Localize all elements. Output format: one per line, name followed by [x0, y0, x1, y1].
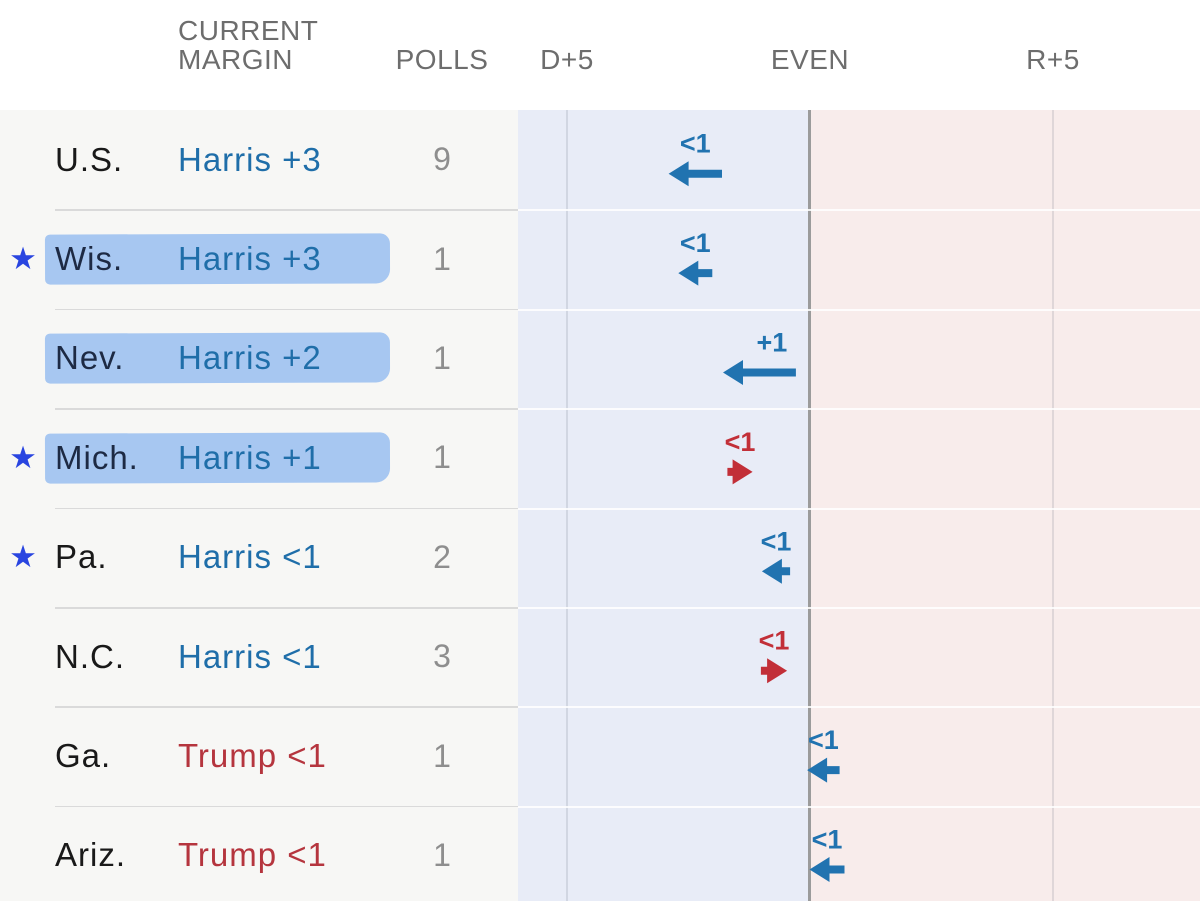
star-icon: [0, 706, 46, 805]
axis-label-d5: D+5: [540, 44, 594, 75]
state-label: Pa.: [55, 538, 108, 576]
row-separator: [55, 706, 518, 708]
row-separator: [55, 507, 518, 510]
margin-label: Harris +3: [178, 140, 322, 178]
even-line: [808, 110, 811, 901]
margin-label: Harris +1: [178, 438, 322, 476]
margin-label: Harris <1: [178, 538, 322, 576]
state-label: Ga.: [55, 737, 112, 775]
axis-label-r5: R+5: [1026, 44, 1080, 75]
state-label: U.S.: [55, 140, 124, 178]
row-separator: [55, 607, 518, 609]
state-label: Wis.: [55, 240, 124, 278]
row-separator: [518, 209, 1200, 212]
polls-count: 3: [433, 638, 451, 675]
star-icon: ★: [9, 539, 37, 576]
table-row-nev[interactable]: Nev. Harris +2 1: [0, 309, 518, 408]
dem-lead-band: [518, 110, 809, 901]
row-separator: [518, 507, 1200, 510]
state-label: Ariz.: [55, 836, 126, 874]
star-icon: [0, 309, 46, 408]
row-separator: [518, 706, 1200, 709]
star-icon: ★: [9, 241, 37, 278]
polls-count: 1: [433, 339, 451, 376]
row-separator: [518, 308, 1200, 311]
table-row-mich[interactable]: ★ Mich. Harris +1 1: [0, 408, 518, 507]
column-header-current-margin: CURRENT MARGIN: [178, 15, 318, 75]
polls-count: 2: [433, 538, 451, 575]
polls-count: 9: [433, 141, 451, 178]
margin-label: Trump <1: [178, 737, 327, 775]
star-icon: [0, 607, 46, 706]
table-row-us[interactable]: U.S. Harris +3 9: [0, 110, 518, 209]
polls-count: 1: [433, 439, 451, 476]
rep-lead-band: [809, 110, 1200, 901]
table-row-wis[interactable]: ★ Wis. Harris +3 1: [0, 209, 518, 308]
state-label: N.C.: [55, 637, 125, 675]
polls-count: 1: [433, 737, 451, 774]
gridline-r5: [1052, 110, 1054, 901]
table-row-ariz[interactable]: Ariz. Trump <1 1: [0, 806, 518, 901]
margin-label: Harris +2: [178, 339, 322, 377]
table-row-ga[interactable]: Ga. Trump <1 1: [0, 706, 518, 805]
gridline-d5: [566, 110, 568, 901]
table-row-pa[interactable]: ★ Pa. Harris <1 2: [0, 508, 518, 607]
axis-label-even: EVEN: [770, 44, 850, 75]
star-icon: ★: [9, 439, 37, 476]
table-row-nc[interactable]: N.C. Harris <1 3: [0, 607, 518, 706]
margin-label: Trump <1: [178, 836, 327, 874]
row-separator: [518, 607, 1200, 609]
margin-label: Harris <1: [178, 637, 322, 675]
row-separator: [55, 209, 518, 211]
polls-count: 1: [433, 836, 451, 873]
row-separator: [518, 408, 1200, 411]
state-label: Nev.: [55, 339, 125, 377]
star-icon: [0, 110, 46, 209]
row-separator: [518, 805, 1200, 808]
state-label: Mich.: [55, 438, 139, 476]
polls-count: 1: [433, 240, 451, 277]
column-header-polls: POLLS: [395, 44, 489, 75]
row-separator: [55, 308, 518, 311]
star-icon: [0, 806, 46, 901]
row-separator: [55, 408, 518, 410]
margin-label: Harris +3: [178, 240, 322, 278]
row-separator: [55, 805, 518, 808]
header-row: CURRENT MARGIN POLLS D+5 EVEN R+5: [0, 0, 1200, 110]
